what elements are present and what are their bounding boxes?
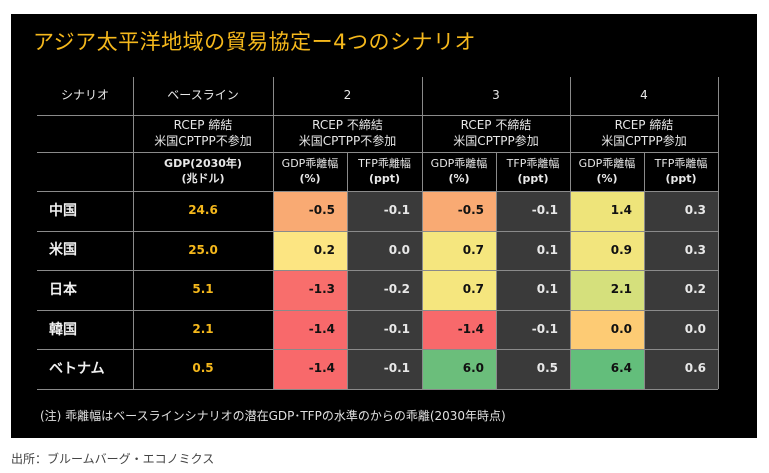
s3-desc-2: 米国CPTPP参加 <box>453 133 539 148</box>
s2-desc-1: RCEP 不締結 <box>312 117 383 132</box>
s2-gdp-value: -0.5 <box>273 191 347 231</box>
baseline-desc-1: RCEP 締結 <box>173 117 233 132</box>
scenario-4-description: RCEP 締結 米国CPTPP参加 <box>570 115 718 152</box>
baseline-gdp-value: 0.5 <box>192 361 214 376</box>
header-baseline: ベースライン <box>167 88 239 103</box>
baseline-metric-2: (兆ドル) <box>181 171 225 185</box>
s3-tfp-value: 0.5 <box>496 349 570 389</box>
divider <box>37 310 718 311</box>
page-title: アジア太平洋地域の貿易協定ー4つのシナリオ <box>33 30 477 54</box>
s3-tfp-value: 0.1 <box>496 270 570 310</box>
s4-gdp-metric-header: GDP乖離幅 (%) <box>570 152 644 191</box>
divider <box>644 152 645 389</box>
gdp-metric-label: GDP乖離幅 <box>281 157 339 171</box>
baseline-gdp-value: 2.1 <box>192 321 214 336</box>
s4-tfp-value: 0.3 <box>644 230 718 271</box>
s4-gdp-value: 1.4 <box>570 191 644 231</box>
divider <box>133 77 134 389</box>
s2-tfp-value: -0.1 <box>347 349 422 389</box>
scenario-2-description: RCEP 不締結 米国CPTPP不参加 <box>273 115 422 152</box>
s4-gdp-value: 6.4 <box>570 349 644 389</box>
tfp-metric-label: TFP乖離幅 <box>654 157 708 171</box>
s4-desc-1: RCEP 締結 <box>614 117 674 132</box>
country-label: 中国 <box>49 202 77 219</box>
s3-tfp-value: -0.1 <box>496 191 570 231</box>
country-label: ベトナム <box>49 361 105 378</box>
divider <box>37 231 718 232</box>
s2-gdp-value: -1.4 <box>273 309 347 350</box>
tfp-metric-unit: (ppt) <box>368 171 401 185</box>
s3-tfp-metric-header: TFP乖離幅 (ppt) <box>496 152 570 191</box>
gdp-metric-label: GDP乖離幅 <box>430 157 488 171</box>
divider <box>37 191 718 192</box>
s4-desc-2: 米国CPTPP参加 <box>601 133 687 148</box>
s2-tfp-value: -0.2 <box>347 270 422 310</box>
gdp-metric-unit: (%) <box>299 171 321 185</box>
footnote: (注) 乖離幅はベースラインシナリオの潜在GDP･TFPの水準のからの乖離(20… <box>40 409 506 423</box>
divider <box>37 152 718 153</box>
s3-gdp-value: 6.0 <box>422 349 496 389</box>
s3-gdp-value: -0.5 <box>422 191 496 231</box>
s4-tfp-value: 0.6 <box>644 349 718 389</box>
s4-gdp-value: 2.1 <box>570 270 644 310</box>
s4-gdp-value: 0.0 <box>570 309 644 350</box>
scenario-3-description: RCEP 不締結 米国CPTPP参加 <box>422 115 570 152</box>
tfp-metric-label: TFP乖離幅 <box>506 157 560 171</box>
country-label: 米国 <box>49 242 77 259</box>
header-scenario: シナリオ <box>60 88 109 103</box>
s2-tfp-metric-header: TFP乖離幅 (ppt) <box>347 152 422 191</box>
divider <box>718 77 719 389</box>
s4-tfp-metric-header: TFP乖離幅 (ppt) <box>644 152 718 191</box>
s2-gdp-metric-header: GDP乖離幅 (%) <box>273 152 347 191</box>
divider <box>422 77 423 389</box>
baseline-metric-1: GDP(2030年) <box>164 157 242 171</box>
gdp-metric-label: GDP乖離幅 <box>578 157 636 171</box>
baseline-gdp-value: 25.0 <box>188 242 218 257</box>
s3-gdp-metric-header: GDP乖離幅 (%) <box>422 152 496 191</box>
country-label: 日本 <box>49 281 77 298</box>
divider <box>273 77 274 389</box>
s4-gdp-value: 0.9 <box>570 230 644 271</box>
s3-gdp-value: 0.7 <box>422 230 496 271</box>
divider <box>570 77 571 389</box>
baseline-desc-2: 米国CPTPP不参加 <box>154 133 252 148</box>
divider <box>37 389 718 390</box>
baseline-gdp-value: 5.1 <box>192 282 214 297</box>
baseline-description: RCEP 締結 米国CPTPP不参加 <box>133 115 273 152</box>
country-label: 韓国 <box>49 321 77 338</box>
tfp-metric-unit: (ppt) <box>665 171 697 185</box>
s2-desc-2: 米国CPTPP不参加 <box>298 133 397 148</box>
gdp-metric-unit: (%) <box>596 171 618 185</box>
s2-gdp-value: 0.2 <box>273 230 347 271</box>
baseline-gdp-value: 24.6 <box>188 203 218 217</box>
tfp-metric-unit: (ppt) <box>517 171 549 185</box>
header-scenario-2: 2 <box>343 88 352 103</box>
tfp-metric-label: TFP乖離幅 <box>358 157 411 171</box>
s2-gdp-value: -1.3 <box>273 270 347 310</box>
s3-gdp-value: 0.7 <box>422 270 496 310</box>
s3-tfp-value: -0.1 <box>496 309 570 350</box>
s2-tfp-value: -0.1 <box>347 191 422 231</box>
divider <box>37 115 718 116</box>
s3-tfp-value: 0.1 <box>496 230 570 271</box>
s4-tfp-value: 0.2 <box>644 270 718 310</box>
s2-tfp-value: 0.0 <box>347 230 422 271</box>
s3-desc-1: RCEP 不締結 <box>460 117 532 132</box>
s4-tfp-value: 0.0 <box>644 309 718 350</box>
divider <box>496 152 497 389</box>
s3-gdp-value: -1.4 <box>422 309 496 350</box>
header-scenario-4: 4 <box>640 88 648 103</box>
divider <box>37 270 718 271</box>
source-credit: 出所：ブルームバーグ・エコノミクス <box>11 452 215 466</box>
divider <box>37 349 718 350</box>
baseline-metric: GDP(2030年) (兆ドル) <box>133 152 273 191</box>
s2-gdp-value: -1.4 <box>273 349 347 389</box>
s4-tfp-value: 0.3 <box>644 191 718 231</box>
s2-tfp-value: -0.1 <box>347 309 422 350</box>
divider <box>347 152 348 389</box>
header-scenario-3: 3 <box>492 88 500 103</box>
gdp-metric-unit: (%) <box>448 171 470 185</box>
